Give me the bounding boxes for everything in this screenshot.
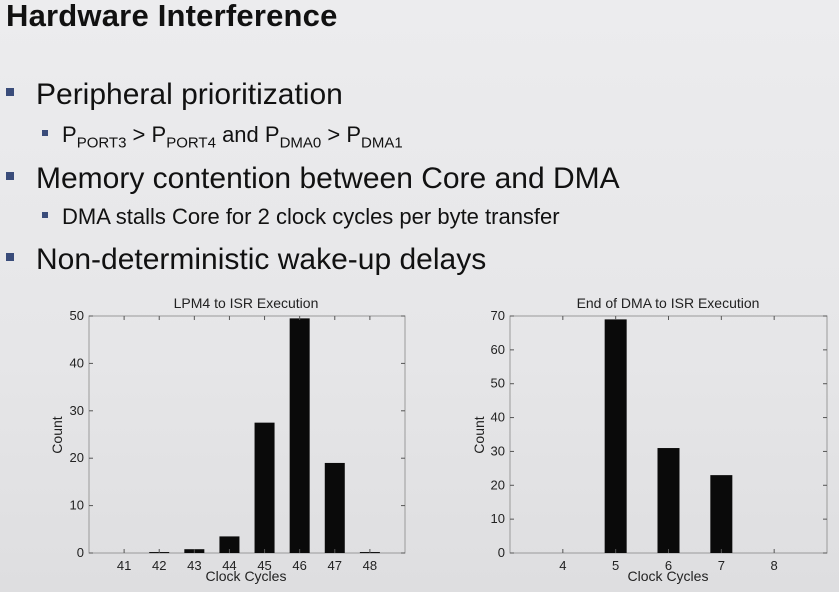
bar	[710, 475, 733, 553]
priority-sub: PORT4	[166, 134, 216, 152]
y-tick-label: 70	[491, 308, 505, 323]
priority-gt: >	[321, 122, 347, 147]
x-axis-label: Clock Cycles	[628, 568, 709, 584]
x-tick-label: 47	[328, 558, 342, 573]
bullet-square-icon	[42, 212, 48, 218]
bar	[219, 536, 240, 553]
bullet-text: Memory contention between Core and DMA	[36, 162, 620, 195]
x-tick-label: 44	[222, 558, 236, 573]
x-tick-label: 4	[559, 558, 566, 573]
priority-p: P	[151, 122, 167, 147]
bullet-square-icon	[6, 88, 14, 96]
y-tick-label: 20	[491, 477, 505, 492]
y-tick-label: 20	[70, 450, 84, 465]
chart-title: End of DMA to ISR Execution	[577, 295, 760, 311]
bullet-memory-contention: Memory contention between Core and DMA	[6, 162, 620, 196]
y-tick-label: 50	[70, 308, 84, 323]
x-axis-label: Clock Cycles	[206, 568, 287, 584]
y-tick-label: 30	[491, 443, 505, 458]
bullet-peripheral-prioritization: Peripheral prioritization	[6, 78, 343, 112]
slide-title: Hardware Interference	[6, 0, 338, 33]
priority-p: P	[346, 122, 362, 147]
x-tick-label: 41	[117, 558, 131, 573]
y-axis-label: Count	[49, 416, 65, 453]
y-tick-label: 10	[491, 511, 505, 526]
priority-p: P	[264, 122, 280, 147]
x-tick-label: 45	[257, 558, 271, 573]
y-tick-label: 50	[491, 376, 505, 391]
chart-end-of-dma-to-isr: End of DMA to ISR Execution Clock Cycles…	[471, 295, 828, 584]
bar	[324, 462, 345, 553]
x-tick-label: 42	[152, 558, 166, 573]
priority-and: and	[215, 122, 265, 147]
priority-expression: PPORT3 > PPORT4 and PDMA0 > PDMA1	[62, 122, 403, 151]
priority-sub: DMA1	[361, 134, 403, 152]
bullet-square-icon	[6, 172, 14, 180]
bullet-square-icon	[6, 253, 14, 261]
bullet-square-icon	[42, 130, 48, 136]
x-tick-label: 48	[363, 558, 377, 573]
bullet-text: DMA stalls Core for 2 clock cycles per b…	[62, 204, 560, 229]
priority-sub: PORT3	[76, 134, 127, 152]
chart-lpm4-to-isr: LPM4 to ISR Execution Clock Cycles Count…	[49, 295, 406, 584]
y-tick-label: 40	[491, 410, 505, 425]
bullet-wake-up-delays: Non-deterministic wake-up delays	[6, 243, 486, 277]
priority-gt: >	[126, 122, 152, 147]
y-tick-label: 60	[491, 342, 505, 357]
x-tick-label: 43	[187, 558, 201, 573]
y-tick-label: 10	[70, 498, 84, 513]
sub-bullet-dma-stalls: DMA stalls Core for 2 clock cycles per b…	[42, 204, 560, 230]
y-tick-label: 40	[70, 355, 84, 370]
bar	[289, 318, 310, 553]
y-tick-label: 0	[498, 545, 505, 560]
plot-frame	[88, 315, 406, 554]
bar	[657, 448, 680, 553]
priority-sub: DMA0	[279, 134, 322, 152]
y-tick-label: 0	[77, 545, 84, 560]
sub-bullet-priority-order: PPORT3 > PPORT4 and PDMA0 > PDMA1	[42, 122, 403, 151]
x-tick-label: 7	[718, 558, 725, 573]
y-axis-label: Count	[471, 416, 487, 453]
bullet-text: Peripheral prioritization	[36, 78, 343, 111]
priority-p: P	[62, 122, 77, 147]
chart-title: LPM4 to ISR Execution	[174, 295, 319, 311]
x-tick-label: 6	[665, 558, 672, 573]
x-tick-label: 5	[612, 558, 619, 573]
x-tick-label: 8	[771, 558, 778, 573]
bar	[254, 422, 275, 553]
y-tick-label: 30	[70, 403, 84, 418]
bullet-text: Non-deterministic wake-up delays	[36, 243, 487, 276]
bar	[604, 319, 627, 553]
x-tick-label: 46	[292, 558, 306, 573]
